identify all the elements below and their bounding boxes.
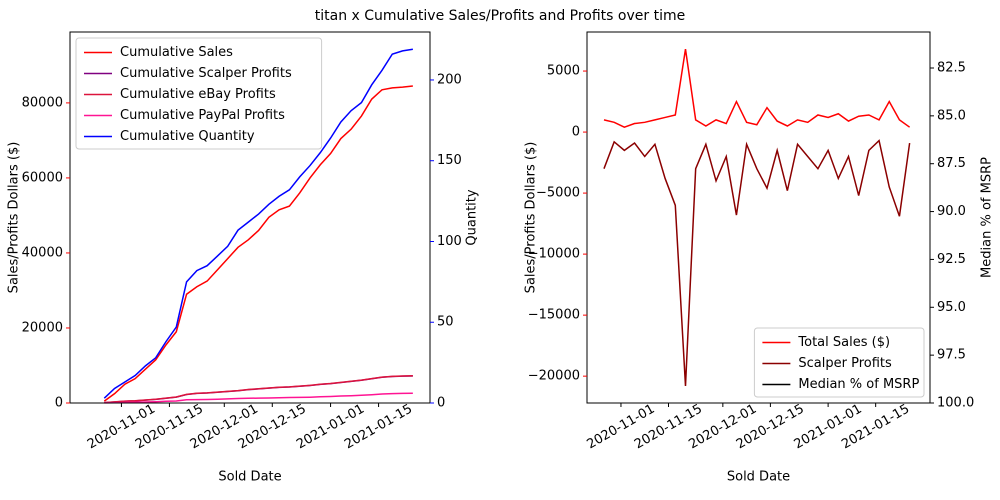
plot-frame: [586, 31, 931, 404]
y-tick-label: 80000: [22, 95, 63, 110]
series-line: [104, 392, 413, 404]
legend-box: [75, 37, 323, 150]
y2-tick-label: 85.0: [937, 108, 966, 123]
y2-tick-label: 100.0: [937, 396, 974, 411]
legend-label: Cumulative Quantity: [120, 129, 255, 144]
series-line: [103, 85, 413, 402]
y-tick-label: −10000: [528, 247, 580, 262]
y2-tick-label: 82.5: [937, 60, 966, 75]
plot-frame: [69, 31, 431, 404]
y2-tick-label: 92.5: [937, 252, 966, 267]
legend: Total Sales ($) Scalper Profits Median % o…: [753, 327, 925, 398]
figure-title: titan x Cumulative Sales/Profits and Pro…: [315, 8, 685, 24]
y2-tick-label: 50: [437, 315, 454, 330]
y2-tick-label: 87.5: [937, 156, 966, 171]
y-tick-label: 0: [55, 396, 63, 411]
y2-tick-label: 97.5: [937, 348, 966, 363]
series-line: [104, 375, 413, 404]
y2-tick-label: 100: [437, 234, 462, 249]
legend-label: Cumulative Scalper Profits: [120, 66, 292, 81]
y2-axis-label: Median % of MSRP: [980, 157, 995, 278]
y2-tick-label: 95.0: [937, 300, 966, 315]
y-axis-label: Sales/Profits Dollars ($): [524, 142, 539, 294]
y-axis-label: Sales/Profits Dollars ($): [7, 142, 22, 294]
y-tick-label: 20000: [22, 320, 63, 335]
y-tick-label: −20000: [528, 369, 580, 384]
y-tick-label: −5000: [536, 186, 580, 201]
y2-axis-label: Quantity: [465, 189, 480, 245]
legend-label: Cumulative Sales: [120, 45, 233, 60]
legend-label: Scalper Profits: [798, 356, 892, 371]
y2-tick-label: 200: [437, 72, 462, 87]
y-tick-label: 0: [572, 125, 580, 140]
legend-label: Cumulative eBay Profits: [120, 87, 276, 102]
y2-tick-label: 150: [437, 153, 462, 168]
series-line: [103, 48, 413, 399]
y2-tick-label: 0: [437, 396, 445, 411]
y-tick-label: 60000: [22, 170, 63, 185]
legend-box: [753, 327, 925, 398]
y-tick-label: −15000: [528, 308, 580, 323]
x-axis-label: Sold Date: [218, 470, 281, 485]
series-line: [603, 139, 911, 386]
legend-label: Total Sales ($): [797, 335, 890, 350]
x-axis-label: Sold Date: [727, 470, 790, 485]
y2-tick-label: 90.0: [937, 204, 966, 219]
y-tick-label: 5000: [547, 64, 580, 79]
series-line: [603, 48, 911, 129]
y-tick-label: 40000: [22, 245, 63, 260]
legend-label: Cumulative PayPal Profits: [120, 108, 285, 123]
legend: Cumulative Sales Cumulative Scalper Profi…: [75, 37, 323, 150]
legend-label: Median % of MSRP: [798, 377, 919, 392]
